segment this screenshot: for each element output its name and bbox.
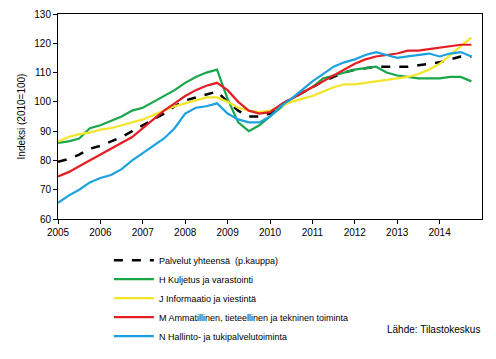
svg-text:90: 90	[40, 126, 52, 137]
svg-text:2007: 2007	[132, 227, 155, 238]
svg-text:M Ammatillinen, tieteellinen j: M Ammatillinen, tieteellinen ja tekninen…	[159, 313, 348, 323]
svg-text:80: 80	[40, 155, 52, 166]
svg-text:2005: 2005	[47, 227, 70, 238]
svg-text:Palvelut yhteensä (p.kauppa): Palvelut yhteensä (p.kauppa)	[159, 256, 278, 266]
svg-text:2006: 2006	[89, 227, 112, 238]
svg-text:120: 120	[34, 38, 51, 49]
svg-text:70: 70	[40, 184, 52, 195]
svg-text:2013: 2013	[386, 227, 409, 238]
svg-text:130: 130	[34, 9, 51, 20]
svg-text:110: 110	[35, 67, 51, 78]
svg-text:60: 60	[40, 214, 52, 225]
svg-text:H Kuljetus ja varastointi: H Kuljetus ja varastointi	[159, 275, 253, 285]
svg-text:2008: 2008	[174, 227, 197, 238]
svg-text:2014: 2014	[428, 227, 451, 238]
svg-text:2011: 2011	[302, 227, 324, 238]
svg-text:2009: 2009	[216, 227, 239, 238]
svg-text:N Hallinto- ja tukipalvelutoim: N Hallinto- ja tukipalvelutoiminta	[159, 332, 287, 342]
svg-text:Lähde: Tilastokeskus: Lähde: Tilastokeskus	[387, 324, 480, 335]
svg-text:100: 100	[34, 96, 51, 107]
svg-text:2012: 2012	[344, 227, 367, 238]
svg-text:J Informaatio ja viestintä: J Informaatio ja viestintä	[159, 294, 256, 304]
svg-text:2010: 2010	[259, 227, 282, 238]
svg-text:Indeksi (2010=100): Indeksi (2010=100)	[16, 74, 27, 160]
